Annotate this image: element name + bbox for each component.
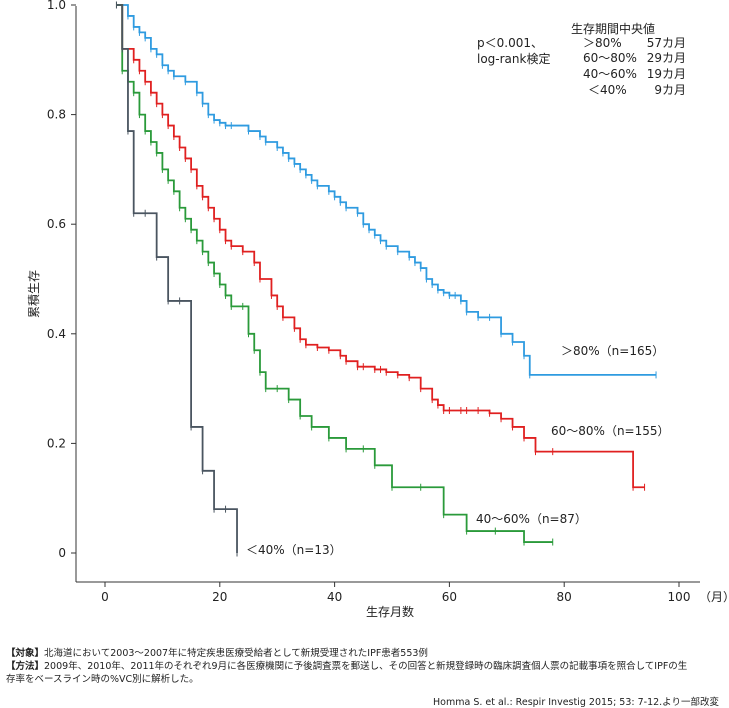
method-tag: 【方法】 xyxy=(6,661,45,672)
x-axis-ticks: 0 20 40 60 80 100 xyxy=(101,582,690,604)
stats-annotation: p＜0.001、 log-rank検定 生存期間中央値 ＞80% 57カ月 60… xyxy=(477,21,686,97)
series-line-1 xyxy=(116,4,645,489)
y-tick-label: 0.8 xyxy=(47,108,66,122)
citation: Homma S. et al.: Respir Investig 2015; 5… xyxy=(433,697,719,708)
y-axis-ticks: 0 0.2 0.4 0.6 0.8 1.0 xyxy=(47,0,76,560)
y-tick-label: 0 xyxy=(58,546,66,560)
median-value-2: 19カ月 xyxy=(647,67,686,81)
median-value-0: 57カ月 xyxy=(647,36,686,50)
footer-method-cont: 存率をベースライン時の%VC別に解析した。 xyxy=(6,673,199,686)
target-text: 北海道において2003〜2007年に特定疾患医療受給者として新規受理されたIPF… xyxy=(44,648,428,659)
y-tick-label: 0.2 xyxy=(47,436,66,450)
series-label-2: 40〜60%（n=87） xyxy=(476,512,587,526)
x-tick-label: 60 xyxy=(442,590,457,604)
median-group-2: 40〜60% xyxy=(583,67,637,81)
series-line-2 xyxy=(116,4,553,543)
series-line-3 xyxy=(116,4,238,553)
y-tick-label: 1.0 xyxy=(47,0,66,12)
method-text-1: 2009年、2010年、2011年のそれぞれ9月に各医療機関に予後調査票を郵送し… xyxy=(44,661,688,672)
median-value-3: 9カ月 xyxy=(654,83,686,97)
y-tick-label: 0.4 xyxy=(47,327,66,341)
median-group-3: ＜40% xyxy=(588,83,627,97)
x-tick-label: 40 xyxy=(327,590,342,604)
y-tick-label: 0.6 xyxy=(47,217,66,231)
x-axis-unit: （月） xyxy=(699,590,729,604)
x-tick-label: 20 xyxy=(212,590,227,604)
series-line-0 xyxy=(116,4,657,376)
test-name: log-rank検定 xyxy=(477,51,550,66)
series-label-3: ＜40%（n=13） xyxy=(246,543,342,557)
series-label-1: 60〜80%（n=155） xyxy=(551,424,670,438)
x-axis-title: 生存月数 xyxy=(366,604,414,619)
x-tick-label: 80 xyxy=(557,590,572,604)
y-axis-title: 累積生存 xyxy=(26,270,41,318)
median-group-1: 60〜80% xyxy=(583,51,637,65)
survival-chart: 0 20 40 60 80 100 0 0.2 0.4 0.6 0.8 1.0 生存月数 （月） 累… xyxy=(26,0,729,619)
target-tag: 【対象】 xyxy=(6,648,45,659)
footer-method: 【方法】2009年、2010年、2011年のそれぞれ9月に各医療機関に予後調査票… xyxy=(6,660,687,673)
series-label-0: ＞80%（n=165） xyxy=(561,344,664,358)
footer-target: 【対象】北海道において2003〜2007年に特定疾患医療受給者として新規受理され… xyxy=(6,647,428,660)
p-value: p＜0.001、 xyxy=(477,36,543,50)
method-text-2: 存率をベースライン時の%VC別に解析した。 xyxy=(6,674,199,685)
median-group-0: ＞80% xyxy=(583,36,622,50)
x-tick-label: 0 xyxy=(101,590,109,604)
x-tick-label: 100 xyxy=(668,590,691,604)
plot-area xyxy=(115,1,657,557)
median-title: 生存期間中央値 xyxy=(571,21,655,36)
median-value-1: 29カ月 xyxy=(647,51,686,65)
